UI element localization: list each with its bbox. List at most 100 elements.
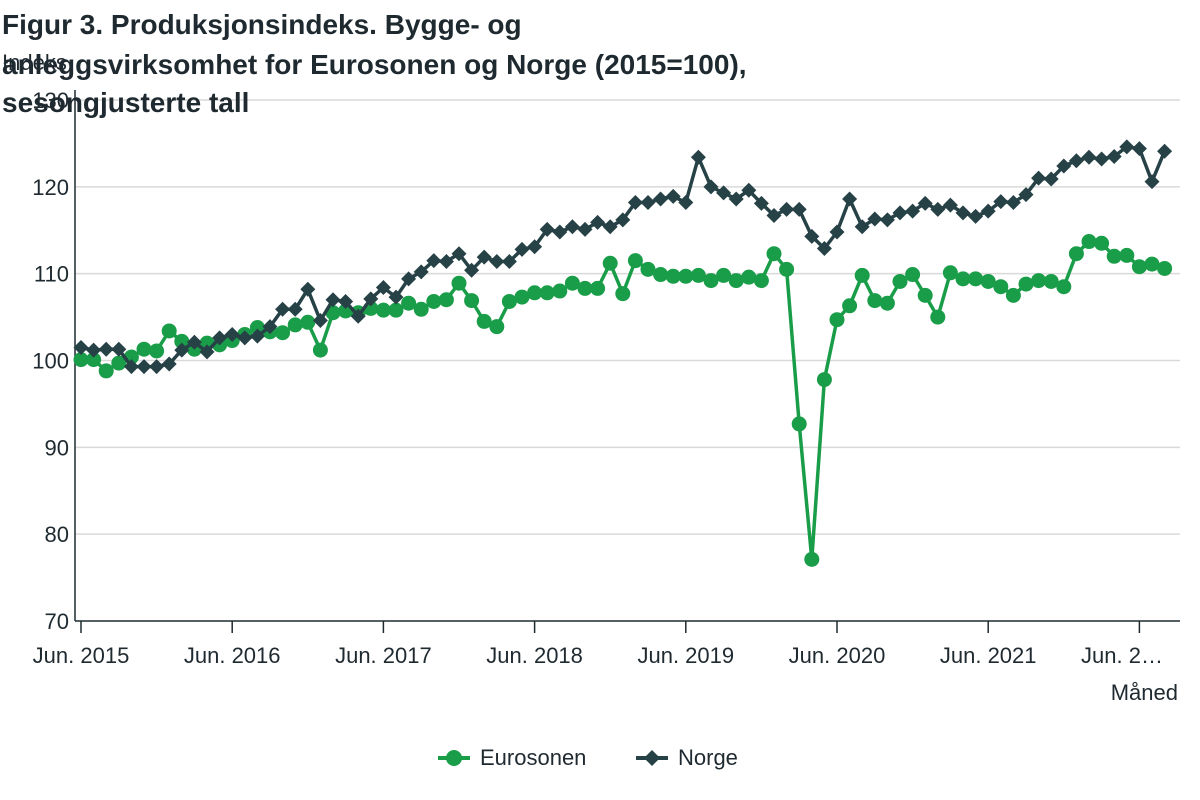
series [73,139,1173,567]
data-point [1131,259,1147,275]
data-point [1106,248,1122,264]
data-point [1018,187,1034,203]
y-tick-label: 110 [34,262,69,287]
data-point [716,267,732,283]
x-axis-title: Måned [1111,680,1178,705]
data-point [753,273,769,289]
data-point [174,333,190,349]
data-point [930,201,946,217]
data-point [363,291,379,307]
gridlines [75,99,1180,535]
data-point [728,191,744,207]
data-point [1094,235,1110,251]
data-point [804,228,820,244]
data-point [73,339,89,355]
x-tick-label: Jun. 2019 [637,643,734,668]
data-point [829,312,845,328]
data-point [577,221,593,237]
data-point [275,301,291,317]
data-point [136,359,152,375]
data-point [1119,139,1135,155]
data-point [905,203,921,219]
data-point [854,219,870,235]
data-point [564,275,580,291]
data-point [791,201,807,217]
data-point [401,295,417,311]
data-point [287,317,303,333]
series-eurosonen [73,234,1173,567]
data-point [300,281,316,297]
data-point [892,273,908,289]
data-point [653,191,669,207]
data-point [249,328,265,344]
data-point [388,289,404,305]
data-point [968,208,984,224]
data-point [703,273,719,289]
data-point [501,254,517,270]
legend-item-norge[interactable]: Norge [636,745,738,770]
data-point [413,264,429,280]
legend-item-eurosonen[interactable]: Eurosonen [438,745,586,770]
data-point [413,301,429,317]
data-point [564,219,580,235]
data-point [779,201,795,217]
data-point [627,253,643,269]
data-point [766,246,782,262]
data-point [1094,151,1110,167]
data-point [678,194,694,210]
chart-title-line-1: Figur 3. Produksjonsindeks. Bygge- og [2,9,522,40]
x-tick-label: Jun. 2016 [184,643,281,668]
data-point [350,308,366,324]
data-point [262,319,278,335]
x-tick-label: Jun. 2021 [940,643,1037,668]
data-point [212,330,228,346]
data-point [980,203,996,219]
data-point [552,224,568,240]
data-point [1144,256,1160,272]
data-point [1157,143,1173,159]
data-point [1144,174,1160,190]
data-point [905,267,921,283]
data-point [854,267,870,283]
data-point [98,363,114,379]
data-point [489,319,505,335]
data-point [464,293,480,309]
data-point [879,295,895,311]
data-point [690,149,706,165]
data-point [917,195,933,211]
data-point [766,207,782,223]
data-point [73,352,89,368]
y-axis-title: Indeks [2,50,67,75]
chart-title-line-2: anleggsvirksomhet for Eurosonen og Norge… [2,49,747,80]
data-point [98,341,114,357]
data-point [804,551,820,567]
x-tick-label: Jun. 2… [1081,643,1163,668]
y-tick-label: 120 [32,175,69,200]
data-point [842,298,858,314]
data-point [993,279,1009,295]
data-point [224,326,240,342]
data-point [590,280,606,296]
data-point [842,191,858,207]
y-tick-label: 130 [32,88,69,113]
data-point [375,280,391,296]
data-point [980,273,996,289]
data-point [539,221,555,237]
data-point [955,205,971,221]
legend-label-norge: Norge [678,745,738,770]
data-point [426,293,442,309]
data-point [149,359,165,375]
x-tick-label: Jun. 2015 [33,643,130,668]
data-point [665,188,681,204]
y-tick-label: 90 [45,435,69,460]
data-point [1043,171,1059,187]
data-point [86,342,102,358]
data-point [1056,158,1072,174]
data-point [653,267,669,283]
series-norge [73,139,1173,375]
data-point [879,212,895,228]
data-point [375,302,391,318]
data-point [136,341,152,357]
y-tick-label: 100 [32,349,69,374]
data-point [917,287,933,303]
